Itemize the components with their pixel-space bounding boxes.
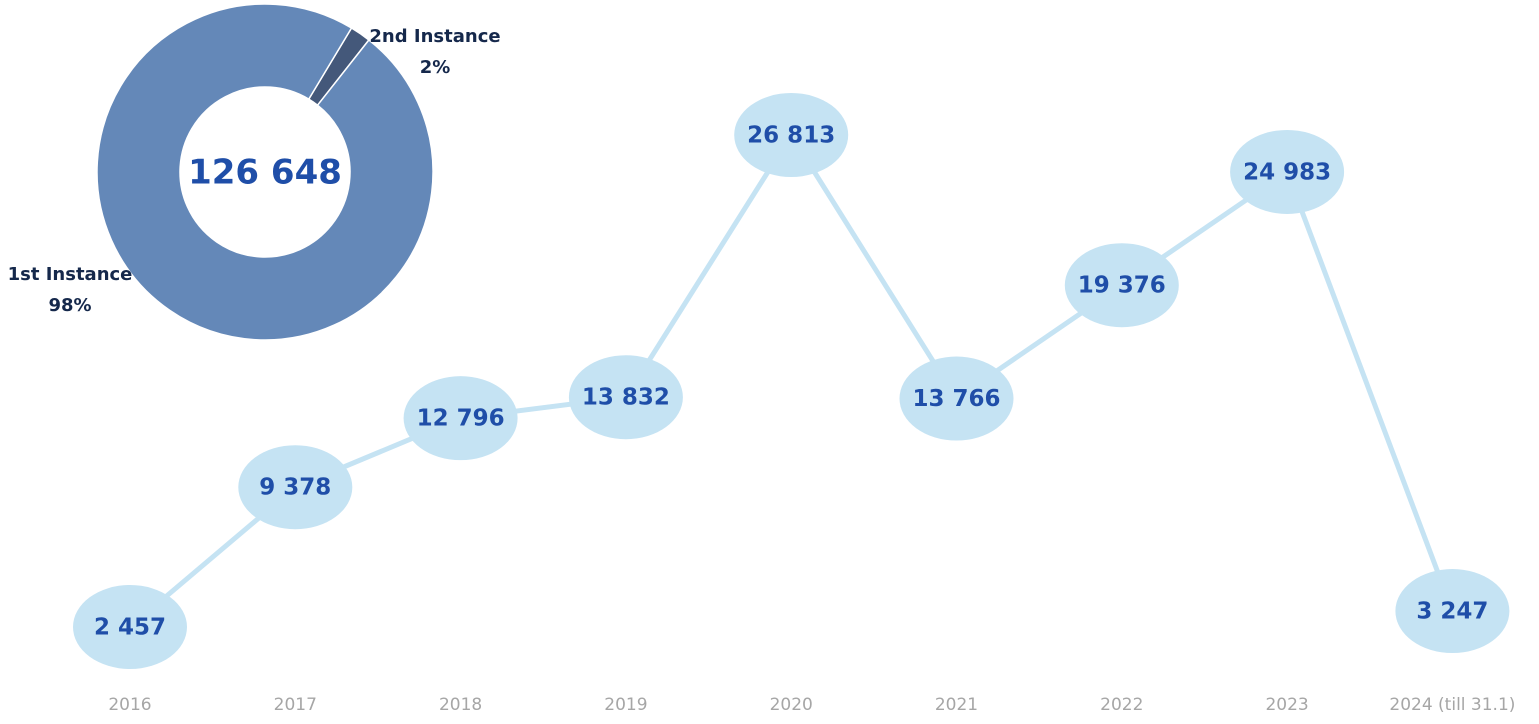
data-label: 9 378 bbox=[259, 475, 331, 501]
x-tick-label: 2018 bbox=[439, 695, 482, 715]
slice-label: 98% bbox=[48, 295, 91, 316]
x-tick-label: 2023 bbox=[1265, 695, 1308, 715]
data-label: 19 376 bbox=[1078, 273, 1166, 299]
x-tick-label: 2021 bbox=[935, 695, 978, 715]
x-tick-label: 2017 bbox=[274, 695, 317, 715]
data-point bbox=[568, 355, 683, 440]
data-label: 12 796 bbox=[417, 406, 505, 432]
x-tick-label: 2020 bbox=[770, 695, 813, 715]
data-point bbox=[734, 93, 849, 177]
data-label: 24 983 bbox=[1243, 159, 1331, 185]
x-tick-label: 2022 bbox=[1100, 695, 1143, 715]
data-point bbox=[1064, 243, 1179, 328]
data-label: 13 766 bbox=[912, 386, 1000, 412]
x-tick-label: 2019 bbox=[604, 695, 647, 715]
data-point bbox=[1230, 129, 1345, 214]
slice-label: 2% bbox=[420, 57, 451, 78]
data-line bbox=[128, 130, 1455, 629]
data-point bbox=[403, 376, 518, 461]
data-label: 13 832 bbox=[582, 385, 670, 411]
data-label: 3 247 bbox=[1416, 599, 1488, 625]
x-tick-label: 2016 bbox=[108, 695, 151, 715]
data-point bbox=[1395, 569, 1510, 654]
center-total: 126 648 bbox=[188, 153, 342, 193]
data-point bbox=[238, 445, 353, 530]
data-point bbox=[73, 585, 187, 669]
data-label: 26 813 bbox=[747, 123, 835, 149]
slice-name: 1st Instance bbox=[8, 264, 133, 285]
donut-slice bbox=[96, 3, 434, 341]
x-tick-label: 2024 (till 31.1) bbox=[1389, 695, 1515, 715]
data-point bbox=[899, 356, 1014, 441]
slice-name: 2nd Instance bbox=[369, 26, 500, 47]
data-label: 2 457 bbox=[94, 615, 166, 641]
